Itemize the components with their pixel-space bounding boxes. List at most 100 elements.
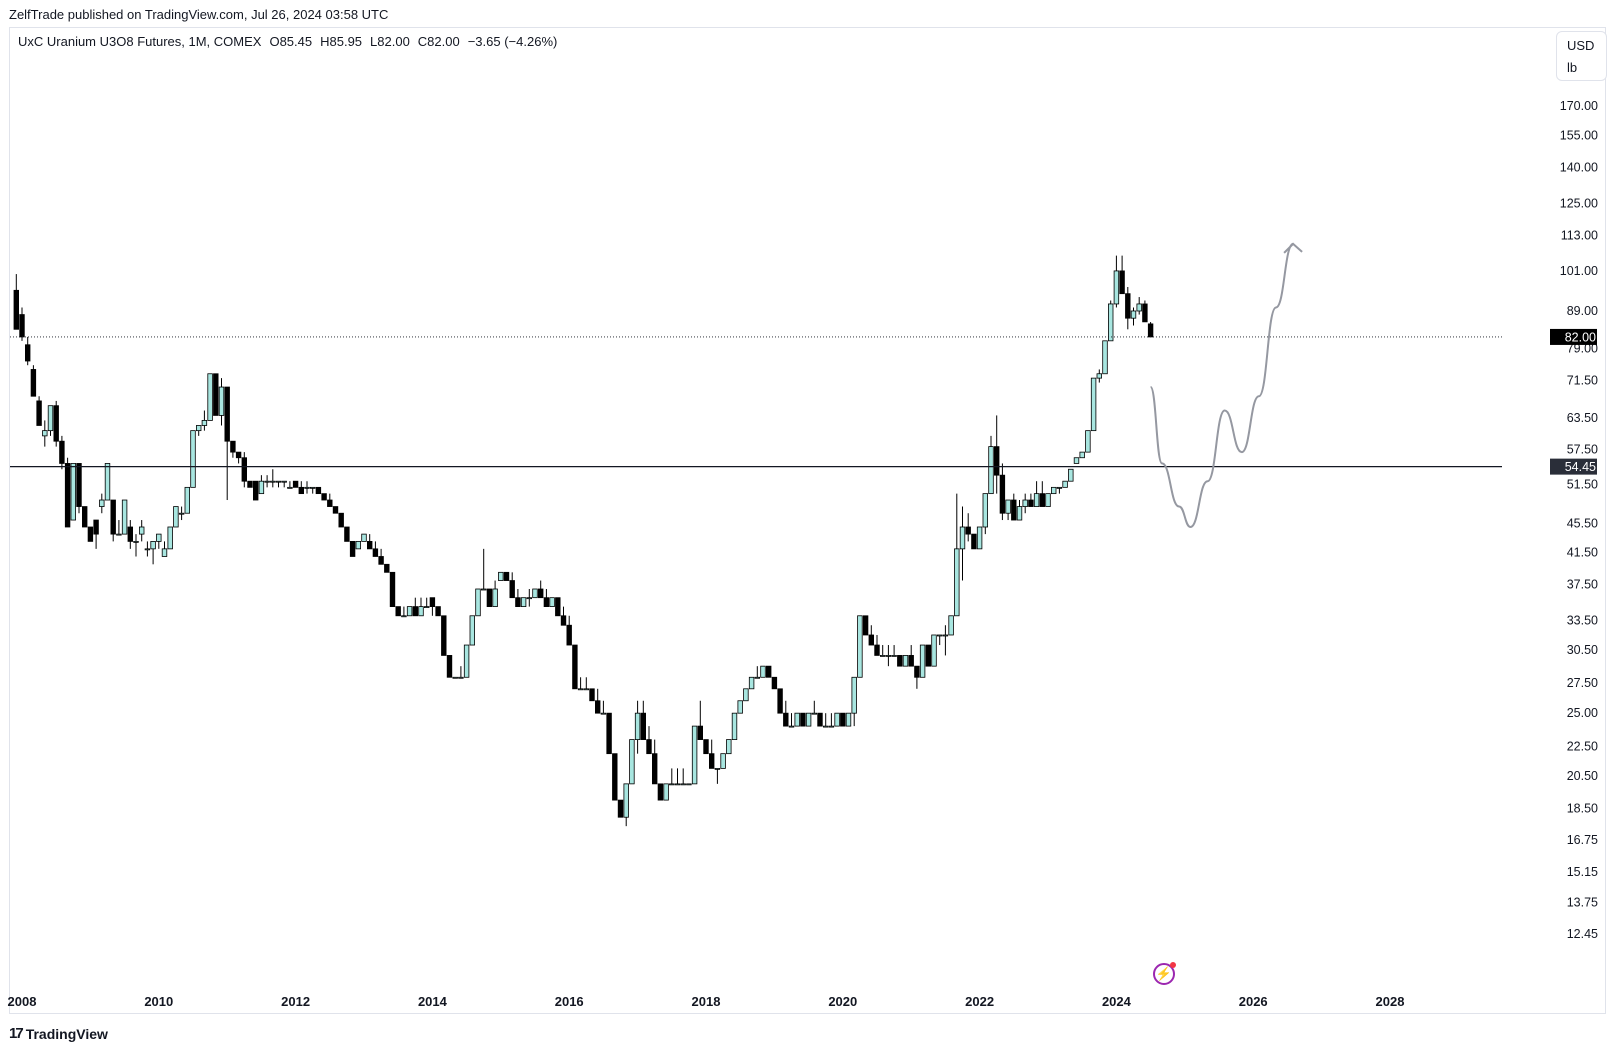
x-tick-label: 2028: [1376, 994, 1405, 1009]
candle: [355, 540, 361, 550]
candle: [1033, 481, 1040, 507]
candle: [1096, 369, 1102, 383]
candle: [218, 378, 225, 426]
candle: [766, 665, 772, 678]
candle-body: [737, 700, 743, 714]
candle-body: [486, 588, 493, 608]
candle: [1005, 499, 1011, 521]
candle-body: [275, 480, 282, 483]
lightning-icon[interactable]: ⚡: [1153, 962, 1176, 985]
candle: [572, 644, 578, 690]
candle-body: [805, 712, 812, 727]
candle-body: [902, 655, 909, 667]
x-tick-label: 2020: [828, 994, 857, 1009]
price-label: 54.45: [1565, 460, 1596, 474]
candle-body: [1068, 468, 1074, 482]
candle-body: [583, 688, 589, 691]
candle: [1016, 500, 1023, 521]
candle-body: [156, 533, 162, 542]
candle: [463, 644, 470, 678]
candle-body: [971, 533, 977, 550]
candle: [532, 588, 538, 599]
candle: [515, 589, 521, 608]
candle-body: [184, 486, 190, 514]
candle: [652, 739, 658, 785]
candle: [338, 512, 344, 528]
currency-unit-selector[interactable]: USD lb: [1556, 31, 1607, 81]
x-tick-label: 2016: [555, 994, 584, 1009]
candle-body: [811, 712, 817, 715]
candle: [891, 645, 897, 657]
candle-body: [76, 463, 82, 507]
candle: [1125, 287, 1131, 330]
candle: [446, 655, 453, 678]
candle-body: [304, 486, 310, 489]
candle: [965, 513, 971, 542]
y-tick-label: 71.50: [1567, 373, 1598, 387]
candle: [395, 606, 401, 617]
y-tick-label: 113.00: [1561, 228, 1598, 242]
candle: [697, 700, 703, 740]
candle-body: [195, 425, 202, 432]
candle-body: [446, 655, 453, 678]
candle: [669, 768, 675, 786]
candle-body: [1045, 493, 1051, 507]
symbol-name: UxC Uranium U3O8 Futures, 1M, COMEX: [18, 34, 262, 49]
candle-body: [1096, 373, 1102, 379]
candle: [606, 712, 612, 755]
candle-body: [150, 540, 156, 550]
candle: [823, 713, 829, 728]
candle: [252, 480, 259, 501]
candle-body: [475, 588, 481, 617]
candle-body: [515, 597, 521, 608]
candle-body: [851, 676, 857, 714]
candle: [783, 700, 789, 727]
candle: [954, 493, 960, 617]
candle: [480, 548, 487, 591]
candle: [264, 475, 270, 488]
candle-body: [395, 606, 401, 617]
y-tick-label: 18.50: [1567, 802, 1598, 816]
y-tick-label: 20.50: [1567, 769, 1598, 783]
candle: [623, 783, 629, 827]
candle-body: [669, 783, 675, 786]
y-tick-label: 140.00: [1560, 160, 1598, 174]
candle: [486, 588, 493, 608]
price-label-box: [1550, 328, 1597, 345]
candle: [127, 520, 133, 549]
candle-body: [840, 712, 846, 727]
candle: [241, 452, 247, 488]
candle-body: [731, 712, 738, 740]
tradingview-footer[interactable]: 17 TradingView: [9, 1025, 108, 1042]
candle: [138, 520, 145, 542]
candle-body: [133, 540, 139, 543]
candle-body: [218, 386, 225, 416]
candle-body: [247, 480, 253, 488]
y-tick-label: 22.50: [1567, 740, 1598, 754]
x-tick-label: 2022: [965, 994, 994, 1009]
candle-body: [1051, 486, 1057, 495]
candle-body: [161, 548, 168, 557]
price-label-box: [1550, 458, 1597, 475]
candle: [423, 597, 430, 609]
candle-body: [24, 344, 31, 362]
candle-body: [1142, 303, 1148, 323]
x-tick-label: 2018: [692, 994, 721, 1009]
candle-body: [70, 463, 76, 521]
candle-body: [82, 506, 88, 528]
candle: [1068, 468, 1074, 482]
chart-frame: [9, 27, 1606, 1014]
candle-body: [338, 512, 344, 528]
candle: [281, 480, 287, 488]
tradingview-logo-icon: 17: [9, 1025, 24, 1042]
candle-body: [549, 597, 555, 608]
candle: [304, 481, 310, 494]
candle: [771, 676, 778, 690]
candle: [731, 712, 738, 740]
candle-body: [560, 615, 567, 626]
candle: [110, 499, 116, 542]
candle-body: [520, 597, 527, 608]
candle-body: [292, 480, 299, 488]
candle-body: [104, 463, 111, 501]
